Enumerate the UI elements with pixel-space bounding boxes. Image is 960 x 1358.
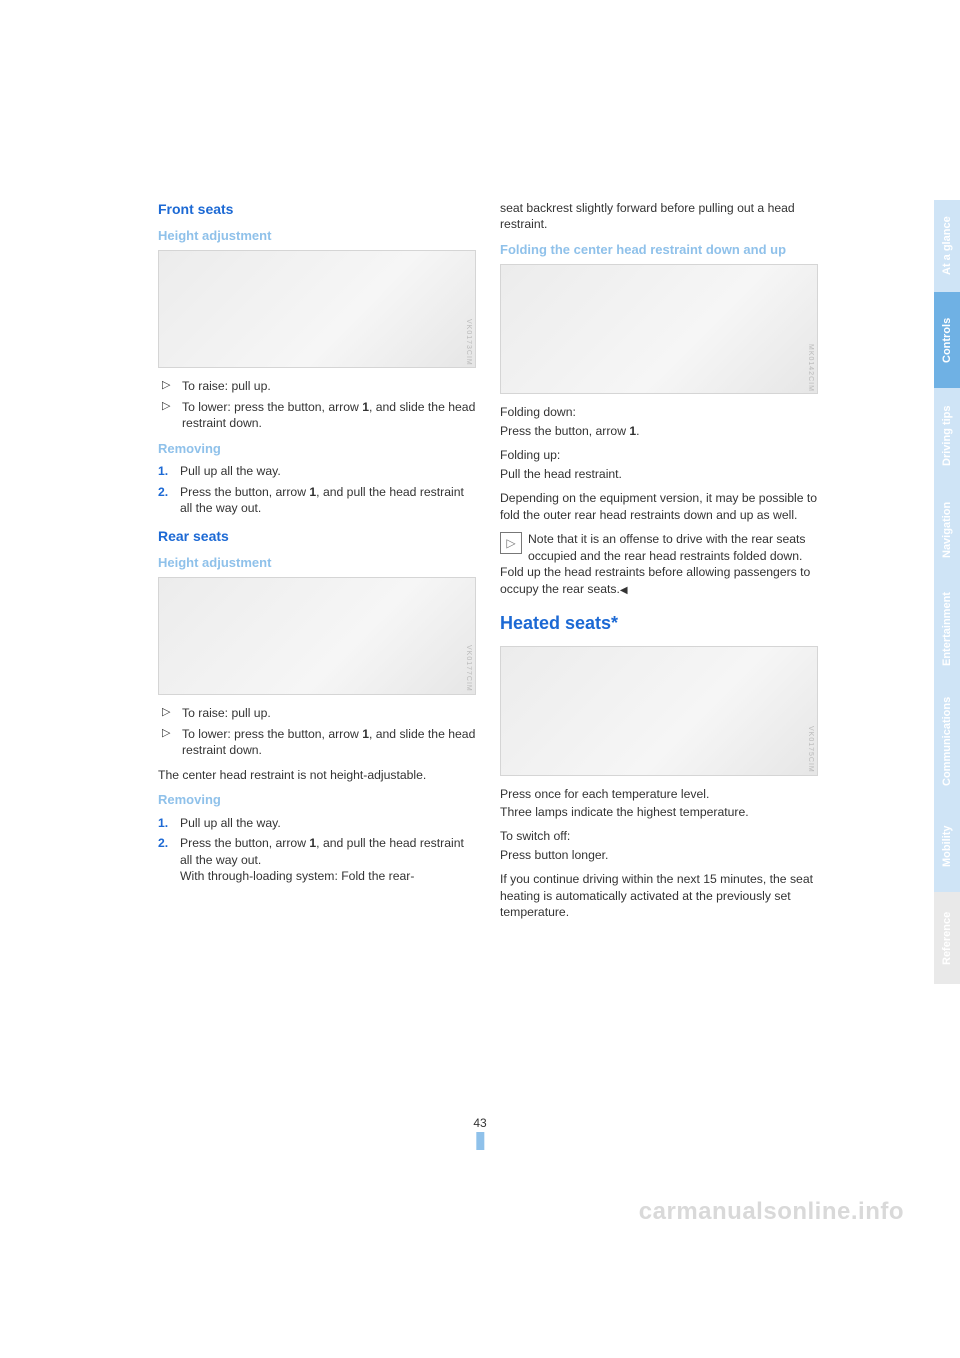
folding-heading: Folding the center head restraint down a… bbox=[500, 241, 818, 259]
right-column: seat backrest slightly forward before pu… bbox=[500, 200, 818, 929]
side-tab[interactable]: Communications bbox=[934, 682, 960, 800]
figure-mark: VK0177CIM bbox=[464, 645, 473, 692]
list-item: To raise: pull up. bbox=[160, 378, 476, 394]
switch-off-label: To switch off: bbox=[500, 828, 818, 844]
end-marker: ◀ bbox=[620, 585, 628, 596]
text: . bbox=[636, 424, 639, 438]
text: Pull up all the way. bbox=[180, 464, 281, 478]
figure-folding: MK0142CIM bbox=[500, 264, 818, 394]
list-item: Pull up all the way. bbox=[158, 815, 476, 831]
watermark: carmanualsonline.info bbox=[639, 1198, 904, 1226]
heated-p2: Three lamps indicate the highest tempera… bbox=[500, 804, 818, 820]
text: Press the button, arrow bbox=[180, 836, 309, 850]
side-tab[interactable]: Mobility bbox=[934, 800, 960, 892]
notice-icon: ▷ bbox=[500, 532, 522, 554]
side-tab[interactable]: At a glance bbox=[934, 200, 960, 292]
ref-number: 1 bbox=[362, 400, 369, 414]
heated-seats-heading: Heated seats* bbox=[500, 611, 818, 635]
text: To lower: press the button, arrow bbox=[182, 400, 362, 414]
height-adjustment-heading: Height adjustment bbox=[158, 227, 476, 245]
side-tab[interactable]: Controls bbox=[934, 292, 960, 388]
figure-rear-headrest: VK0177CIM bbox=[158, 577, 476, 695]
page-number: 43 bbox=[473, 1116, 486, 1150]
rear-height-heading: Height adjustment bbox=[158, 554, 476, 572]
center-note: The center head restraint is not height-… bbox=[158, 767, 476, 783]
side-tab[interactable]: Navigation bbox=[934, 484, 960, 576]
text: Pull up all the way. bbox=[180, 816, 281, 830]
list-item: To lower: press the button, arrow 1, and… bbox=[160, 399, 476, 432]
side-tabs: At a glanceControlsDriving tipsNavigatio… bbox=[934, 200, 960, 984]
page-content: Front seats Height adjustment VK0173CIM … bbox=[158, 200, 818, 929]
removing-heading: Removing bbox=[158, 440, 476, 458]
list-item: Press the button, arrow 1, and pull the … bbox=[158, 835, 476, 884]
folding-down-label: Folding down: bbox=[500, 404, 818, 420]
rear-removing-heading: Removing bbox=[158, 791, 476, 809]
text: To raise: pull up. bbox=[182, 706, 271, 720]
list-item: Pull up all the way. bbox=[158, 463, 476, 479]
text: To lower: press the button, arrow bbox=[182, 727, 362, 741]
folding-down-text: Press the button, arrow 1. bbox=[500, 423, 818, 439]
ref-number: 1 bbox=[362, 727, 369, 741]
equipment-note: Depending on the equipment version, it m… bbox=[500, 490, 818, 523]
figure-front-headrest: VK0173CIM bbox=[158, 250, 476, 368]
text: Press the button, arrow bbox=[500, 424, 629, 438]
list-item: Press the button, arrow 1, and pull the … bbox=[158, 484, 476, 517]
heated-p1: Press once for each temperature level. bbox=[500, 786, 818, 802]
figure-heated-seats: VK0175CIM bbox=[500, 646, 818, 776]
text: With through-loading system: Fold the re… bbox=[180, 869, 414, 883]
notice-box: ▷ Note that it is an offense to drive wi… bbox=[500, 531, 818, 597]
text: To raise: pull up. bbox=[182, 379, 271, 393]
page-number-text: 43 bbox=[473, 1116, 486, 1130]
continuation-text: seat backrest slightly forward before pu… bbox=[500, 200, 818, 233]
folding-up-text: Pull the head restraint. bbox=[500, 466, 818, 482]
left-column: Front seats Height adjustment VK0173CIM … bbox=[158, 200, 476, 929]
side-tab[interactable]: Entertainment bbox=[934, 576, 960, 682]
rear-height-list: To raise: pull up. To lower: press the b… bbox=[158, 705, 476, 758]
rear-seats-heading: Rear seats bbox=[158, 527, 476, 546]
front-height-list: To raise: pull up. To lower: press the b… bbox=[158, 378, 476, 431]
notice-text: Note that it is an offense to drive with… bbox=[500, 532, 810, 595]
list-item: To raise: pull up. bbox=[160, 705, 476, 721]
heated-p3: If you continue driving within the next … bbox=[500, 871, 818, 920]
list-item: To lower: press the button, arrow 1, and… bbox=[160, 726, 476, 759]
side-tab[interactable]: Reference bbox=[934, 892, 960, 984]
figure-mark: VK0175CIM bbox=[806, 726, 815, 773]
folding-up-label: Folding up: bbox=[500, 447, 818, 463]
page-number-bar bbox=[476, 1132, 484, 1150]
text: Press the button, arrow bbox=[180, 485, 309, 499]
switch-off-text: Press button longer. bbox=[500, 847, 818, 863]
front-removing-steps: Pull up all the way. Press the button, a… bbox=[158, 463, 476, 516]
rear-removing-steps: Pull up all the way. Press the button, a… bbox=[158, 815, 476, 885]
figure-mark: VK0173CIM bbox=[464, 319, 473, 366]
figure-mark: MK0142CIM bbox=[806, 344, 815, 392]
side-tab[interactable]: Driving tips bbox=[934, 388, 960, 484]
front-seats-heading: Front seats bbox=[158, 200, 476, 219]
